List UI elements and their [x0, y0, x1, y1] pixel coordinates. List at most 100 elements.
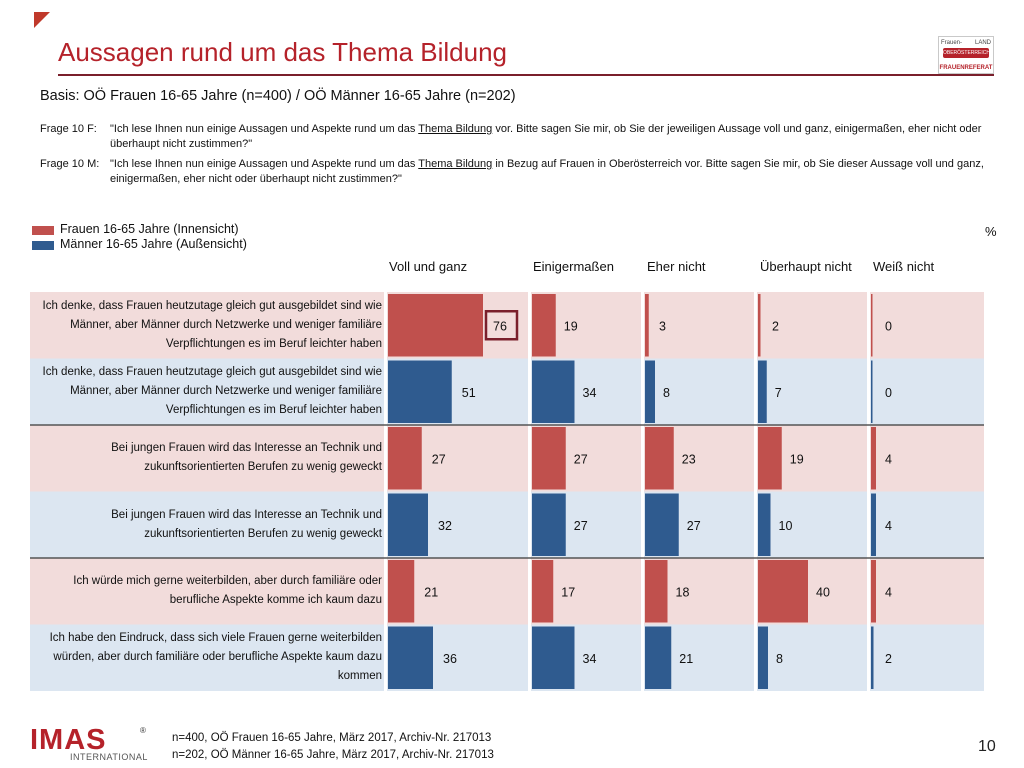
row-background: [30, 624, 984, 691]
footer-notes: n=400, OÖ Frauen 16-65 Jahre, März 2017,…: [172, 730, 494, 764]
footer-line-maenner: n=202, OÖ Männer 16-65 Jahre, März 2017,…: [172, 749, 494, 761]
highlight-box: [484, 310, 519, 341]
row-label: Ich würde mich gerne weiterbilden, aber …: [73, 575, 382, 607]
bar-maenner: [645, 626, 672, 689]
column-separator: [867, 491, 870, 558]
question-topic-underlined: Thema Bildung: [418, 123, 493, 135]
column-separator: [528, 624, 531, 691]
data-label: 8: [776, 652, 783, 666]
bar-maenner: [645, 360, 655, 423]
question-topic-underlined: Thema Bildung: [418, 158, 493, 170]
column-separator: [384, 624, 387, 691]
column-separator: [384, 425, 387, 492]
row-label: Ich denke, dass Frauen heutzutage gleich…: [42, 299, 382, 350]
column-header-einigermassen: Einigermaßen: [533, 259, 614, 274]
column-separator: [641, 358, 644, 425]
column-separator: [867, 292, 870, 359]
column-separator: [867, 558, 870, 625]
data-label: 27: [432, 452, 446, 466]
column-separator: [384, 292, 387, 359]
data-label: 32: [438, 519, 452, 533]
column-separator: [384, 491, 387, 558]
column-separator: [528, 425, 531, 492]
data-label: 0: [885, 386, 892, 400]
data-label: 34: [583, 386, 597, 400]
data-label: 2: [885, 652, 892, 666]
column-separator: [528, 292, 531, 359]
data-label: 36: [443, 652, 457, 666]
column-header-eher-nicht: Eher nicht: [647, 259, 706, 274]
bar-frauen: [388, 294, 483, 357]
data-label: 34: [583, 652, 597, 666]
frauenreferat-logo: Frauen- LAND OBERÖSTERREICH FRAUENREFERA…: [938, 36, 994, 74]
data-label: 4: [885, 519, 892, 533]
bar-maenner: [871, 360, 873, 423]
bar-frauen: [758, 560, 808, 623]
page-title: Aussagen rund um das Thema Bildung: [58, 37, 508, 67]
row-background: [30, 491, 984, 558]
title-divider: [58, 74, 994, 76]
bar-frauen: [645, 427, 674, 490]
bar-frauen: [645, 560, 668, 623]
data-label: 19: [564, 319, 578, 333]
column-separator: [754, 624, 757, 691]
question-maenner: Frage 10 M: "Ich lese Ihnen nun einige A…: [40, 157, 1000, 189]
bar-frauen: [871, 560, 876, 623]
data-label: 17: [561, 585, 575, 599]
column-separator: [754, 491, 757, 558]
data-label: 4: [885, 585, 892, 599]
data-label: 27: [574, 519, 588, 533]
data-label: 0: [885, 319, 892, 333]
data-label: 4: [885, 452, 892, 466]
question-frauen: Frage 10 F: "Ich lese Ihnen nun einige A…: [40, 122, 1000, 154]
bar-maenner: [388, 626, 433, 689]
column-separator: [528, 491, 531, 558]
logo-bottom-text: FRAUENREFERAT: [939, 65, 993, 71]
footer-line-frauen: n=400, OÖ Frauen 16-65 Jahre, März 2017,…: [172, 732, 492, 744]
question-label: Frage 10 M:: [40, 158, 100, 170]
bar-maenner: [388, 360, 452, 423]
row-label: Ich denke, dass Frauen heutzutage gleich…: [42, 366, 382, 417]
bar-maenner: [871, 626, 874, 689]
column-separator: [754, 358, 757, 425]
page-number: 10: [978, 738, 996, 755]
legend-label-frauen: Frauen 16-65 Jahre (Innensicht): [60, 222, 239, 236]
column-separator: [867, 425, 870, 492]
column-separator: [867, 358, 870, 425]
column-separator: [754, 292, 757, 359]
row-background: [30, 292, 984, 359]
registered-mark: ®: [140, 726, 146, 735]
column-separator: [528, 358, 531, 425]
row-label: Ich habe den Eindruck, dass sich viele F…: [49, 632, 382, 683]
bar-frauen: [388, 560, 415, 623]
logo-top-right-text: LAND: [974, 40, 991, 46]
column-separator: [754, 558, 757, 625]
data-label: 23: [682, 452, 696, 466]
legend-swatch-frauen: [32, 226, 54, 235]
bar-frauen: [871, 427, 876, 490]
bar-maenner: [758, 626, 768, 689]
bar-maenner: [532, 360, 575, 423]
question-label: Frage 10 F:: [40, 123, 97, 135]
bar-maenner: [532, 626, 575, 689]
column-separator: [641, 624, 644, 691]
data-label: 19: [790, 452, 804, 466]
column-separator: [384, 358, 387, 425]
imas-brand-text: IMAS: [30, 724, 107, 756]
column-separator: [528, 558, 531, 625]
data-label: 21: [679, 652, 693, 666]
data-label: 27: [574, 452, 588, 466]
legend-swatch-maenner: [32, 241, 54, 250]
bar-maenner: [388, 493, 428, 556]
question-text: "Ich lese Ihnen nun einige Aussagen und …: [110, 123, 982, 150]
data-label: 7: [775, 386, 782, 400]
logo-top-left-text: Frauen-: [941, 40, 963, 46]
bar-maenner: [532, 493, 566, 556]
column-separator: [641, 491, 644, 558]
data-label: 18: [676, 585, 690, 599]
column-header-voll-und-ganz: Voll und ganz: [389, 259, 468, 274]
bar-frauen: [388, 427, 422, 490]
bar-maenner: [758, 493, 771, 556]
data-label: 27: [687, 519, 701, 533]
